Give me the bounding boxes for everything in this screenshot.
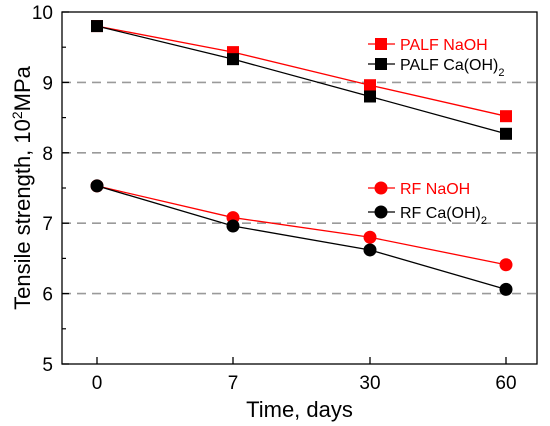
data-point	[363, 230, 377, 244]
y-tick-label: 6	[42, 285, 53, 306]
data-point	[499, 282, 513, 296]
data-point	[226, 219, 240, 233]
x-tick-label: 30	[359, 373, 380, 394]
series-group	[90, 179, 513, 296]
legend-label: RF NaOH	[400, 181, 470, 198]
series-line	[96, 25, 507, 135]
data-point	[500, 127, 512, 140]
data-point	[500, 110, 512, 123]
legend-label-main: RF Ca(OH)	[400, 205, 481, 222]
x-axis-title: Time, days	[246, 397, 353, 422]
y-tick-label: 7	[42, 214, 53, 235]
grid-lines	[62, 81, 537, 295]
y-tick-label: 10	[32, 3, 53, 24]
x-tick-label: 0	[92, 373, 103, 394]
data-point	[364, 90, 376, 103]
data-point	[227, 53, 239, 66]
y-tick-label: 8	[42, 144, 53, 165]
series-line	[96, 185, 507, 266]
data-point	[90, 179, 104, 193]
series-line	[96, 185, 507, 291]
y-tick-label: 9	[42, 73, 53, 94]
x-tick-label: 7	[228, 373, 239, 394]
legend-label: PALF Ca(OH)2	[400, 57, 505, 79]
series-group	[91, 20, 512, 140]
data-point	[499, 258, 513, 272]
legend-label-subscript: 2	[481, 215, 487, 227]
x-tick-label: 60	[495, 373, 516, 394]
legend-label-main: PALF Ca(OH)	[400, 57, 498, 74]
legend-label-main: RF NaOH	[400, 181, 470, 198]
y-axis-title-unit: MPa	[10, 65, 35, 111]
data-point	[364, 79, 376, 92]
y-axis-title: Tensile strength, 102MPa	[9, 65, 35, 310]
legend-marker	[375, 38, 387, 50]
legend-marker	[375, 58, 387, 70]
y-axis-title-prefix: Tensile strength, 10	[10, 119, 35, 310]
y-tick-label: 5	[42, 355, 53, 376]
series-layer	[90, 20, 513, 296]
legend-marker	[374, 181, 388, 195]
legend-label-subscript: 2	[498, 67, 504, 79]
series-line	[96, 25, 507, 117]
y-axis-title-exponent: 2	[9, 111, 25, 119]
data-point	[91, 20, 103, 33]
legend-label-main: PALF NaOH	[400, 37, 488, 54]
data-point	[363, 243, 377, 257]
legend-marker	[374, 205, 388, 219]
axes: 5 6 7 8 9 10 0 7 30 60	[32, 3, 517, 394]
legend-label: RF Ca(OH)2	[400, 205, 487, 227]
legend-label: PALF NaOH	[400, 37, 488, 54]
